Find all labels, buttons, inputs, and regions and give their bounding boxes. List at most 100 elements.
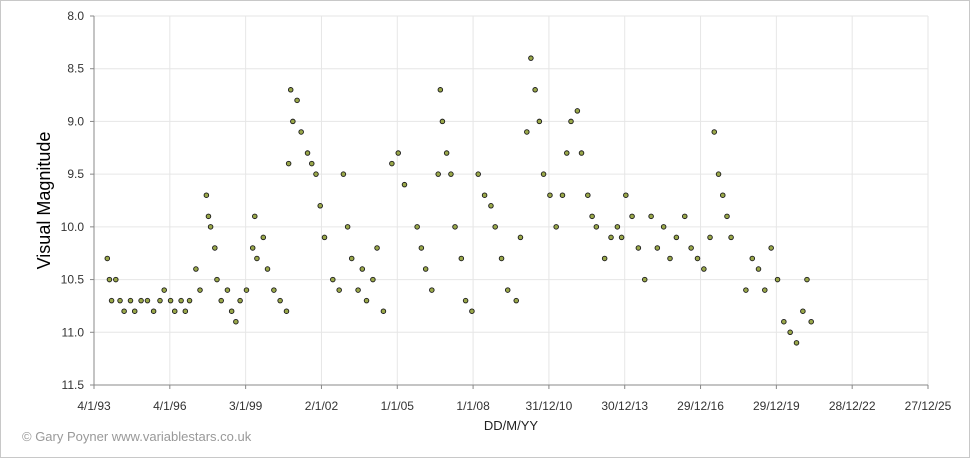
x-tick-label: 1/1/05 [381, 399, 415, 413]
x-tick-label: 27/12/25 [905, 399, 952, 413]
data-point [694, 255, 701, 262]
data-point [559, 192, 566, 198]
data-point [186, 297, 193, 304]
data-point [205, 213, 212, 220]
data-point [207, 224, 214, 230]
data-point [422, 266, 429, 272]
x-tick-label: 31/12/10 [526, 399, 573, 413]
data-point [768, 245, 774, 251]
data-point [348, 255, 355, 262]
x-tick-label: 29/12/16 [677, 399, 724, 413]
data-point [755, 266, 762, 272]
data-point [108, 297, 115, 304]
data-point [475, 171, 481, 177]
data-point [138, 297, 144, 304]
data-point [260, 234, 267, 241]
data-point [224, 287, 231, 293]
data-point [355, 287, 361, 293]
data-point [635, 245, 642, 251]
data-point [724, 213, 730, 220]
data-point [178, 297, 184, 304]
data-point [585, 192, 591, 198]
data-point [298, 129, 304, 135]
data-point [283, 308, 290, 314]
data-point [648, 213, 654, 220]
data-point [673, 234, 680, 241]
data-point [277, 297, 283, 304]
data-point [517, 234, 524, 241]
y-axis-label: Visual Magnitude [34, 132, 54, 270]
data-point [113, 276, 119, 283]
data-point [252, 213, 258, 220]
data-point [608, 234, 614, 241]
data-point [498, 255, 505, 262]
data-point [774, 276, 781, 283]
data-point [660, 224, 667, 230]
data-point [344, 224, 351, 230]
data-point [144, 297, 151, 304]
data-point [574, 108, 581, 114]
data-point [800, 308, 806, 314]
data-point [623, 192, 629, 198]
x-axis-label: DD/M/YY [484, 418, 539, 433]
data-point [317, 203, 323, 209]
data-point [157, 297, 163, 304]
data-point [458, 255, 465, 262]
data-point [589, 213, 595, 220]
data-point [374, 245, 380, 251]
data-point [106, 276, 113, 283]
data-point [614, 224, 621, 230]
data-point [249, 245, 256, 251]
data-point [197, 287, 203, 293]
data-point [528, 55, 534, 61]
data-point [439, 118, 446, 125]
data-point [336, 287, 342, 293]
x-tick-label: 1/1/08 [456, 399, 490, 413]
data-point [161, 287, 167, 293]
data-point [688, 245, 694, 251]
data-point [513, 297, 519, 304]
data-point [150, 308, 157, 314]
data-point [578, 150, 585, 156]
data-point [418, 245, 425, 251]
data-point [117, 297, 123, 304]
data-point [254, 255, 260, 262]
data-point [749, 255, 756, 262]
data-point [804, 276, 810, 283]
data-point [641, 276, 648, 283]
data-point [532, 87, 538, 93]
data-point [435, 171, 441, 177]
data-point [667, 255, 673, 262]
data-point [104, 255, 111, 262]
data-point [237, 297, 243, 304]
x-tick-label: 3/1/99 [229, 399, 263, 413]
data-point [363, 297, 370, 304]
data-point [488, 203, 494, 209]
x-tick-label: 28/12/22 [829, 399, 876, 413]
y-tick-label: 9.5 [67, 167, 84, 181]
data-point [218, 297, 224, 304]
data-point [443, 150, 450, 156]
data-point [629, 213, 635, 220]
data-point [540, 171, 547, 177]
data-point [414, 224, 420, 230]
x-tick-label: 4/1/96 [153, 399, 187, 413]
data-point [228, 308, 235, 314]
data-point [711, 129, 718, 135]
data-point [682, 213, 688, 220]
data-point [167, 297, 174, 304]
data-point [395, 150, 401, 156]
data-point [171, 308, 178, 314]
data-point [131, 308, 138, 314]
data-point [728, 234, 734, 241]
data-point [370, 276, 376, 283]
data-point [504, 287, 511, 293]
data-point [203, 192, 210, 198]
data-point [285, 160, 292, 167]
data-point [290, 118, 296, 125]
y-tick-label: 11.5 [62, 378, 85, 392]
data-point [781, 318, 787, 325]
x-tick-label: 29/12/19 [753, 399, 800, 413]
